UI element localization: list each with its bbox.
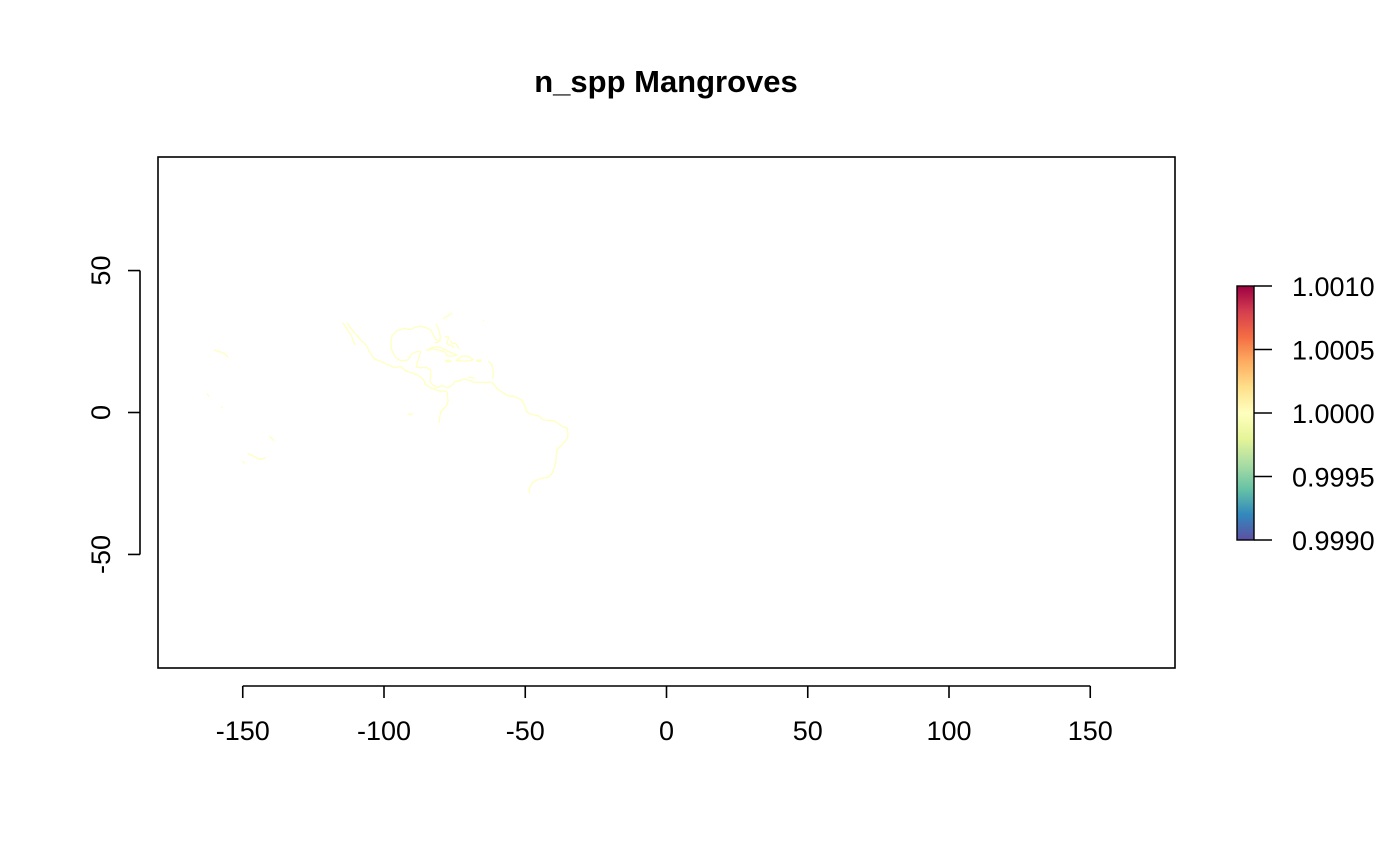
- mangrove-cells-hawaii: [213, 349, 229, 358]
- x-tick-label: 150: [1068, 716, 1113, 746]
- y-tick-label: -50: [86, 535, 116, 574]
- mangrove-cells-pacific-mexico-central-america: [368, 350, 447, 392]
- mangrove-cells-tuamotu: [247, 453, 267, 460]
- mangrove-cells-puerto-rico: [476, 359, 482, 363]
- mangrove-cells-marquesas: [268, 435, 275, 441]
- mangrove-cells-line-islands: [220, 406, 224, 409]
- colorbar-tick-label: 0.9990: [1292, 526, 1375, 556]
- mangrove-cells-kiribati: [206, 393, 210, 397]
- mangrove-cells-lesser-antilles: [487, 360, 495, 380]
- x-tick-label: -50: [506, 716, 545, 746]
- mangrove-cells-jamaica: [444, 359, 452, 363]
- x-tick-label: 100: [926, 716, 971, 746]
- plot-frame: [157, 156, 1176, 669]
- x-tick-label: 0: [659, 716, 674, 746]
- mangrove-cells-gulf-of-mexico: [390, 323, 441, 350]
- colorbar-tick-label: 1.0010: [1292, 272, 1375, 302]
- colorbar-tick-label: 0.9995: [1292, 463, 1375, 493]
- mangrove-cells-aruba-curacao: [468, 376, 475, 379]
- mangrove-cells-cuba: [426, 346, 458, 357]
- mangrove-cells-bahamas-2: [446, 342, 454, 349]
- x-tick-label: -150: [216, 716, 270, 746]
- colorbar-legend: 0.9990 0.9995 1.0000 1.0005 1.0010: [1236, 272, 1375, 556]
- mangrove-cells-atlantic-north: [442, 312, 453, 320]
- mangrove-cells-florida-keys: [434, 340, 441, 344]
- chart-title: n_spp Mangroves: [534, 64, 798, 99]
- mangrove-cells-bahamas-1: [444, 336, 450, 343]
- y-tick-label: 50: [86, 256, 116, 286]
- plot-region: [157, 156, 1176, 669]
- colorbar-tick-label: 1.0000: [1292, 399, 1375, 429]
- mangrove-cells-brazil-east: [528, 427, 569, 494]
- x-axis: -150 -100 -50 0 50 100 150: [216, 685, 1113, 746]
- mangrove-cells-gulf-of-california-west: [342, 322, 356, 346]
- mangrove-cells-brazil-north: [521, 400, 568, 429]
- mangrove-cells-gulf-of-california-east: [346, 322, 370, 352]
- mangrove-cells-society-islands: [242, 460, 245, 464]
- y-tick-label: 0: [86, 405, 116, 420]
- y-axis: -50 0 50: [86, 256, 141, 574]
- colorbar-tick-label: 1.0005: [1292, 336, 1375, 366]
- mangrove-cells-pacific-colombia-ecuador: [438, 391, 449, 424]
- mangrove-cells-bahamas-3: [449, 340, 460, 350]
- mangrove-cells-yucatan-caribbean-coast: [390, 347, 524, 402]
- x-tick-label: 50: [793, 716, 823, 746]
- mangrove-raster-layer: [206, 312, 569, 494]
- colorbar-ticks: 0.9990 0.9995 1.0000 1.0005 1.0010: [1254, 272, 1375, 556]
- colorbar: [1236, 285, 1255, 541]
- mangrove-cells-hispaniola: [455, 355, 474, 362]
- mangrove-cells-galapagos: [407, 412, 413, 416]
- x-tick-label: -100: [357, 716, 411, 746]
